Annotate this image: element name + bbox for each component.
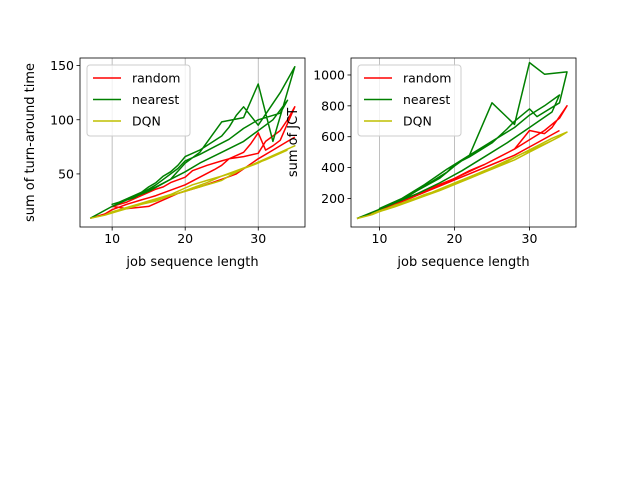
y-tick-label: 800 xyxy=(321,98,345,113)
y-tick-label: 150 xyxy=(50,58,74,73)
series-line-DQN xyxy=(356,131,568,220)
chart-panel-1: 10 20 30 50 100 150 job sequence length sum of … xyxy=(23,57,306,270)
y-axis-label: sum of JCT xyxy=(286,108,301,177)
x-axis-label: job sequence length xyxy=(396,255,529,270)
x-tick-label: 10 xyxy=(372,231,388,246)
x-tick-label: 10 xyxy=(104,231,120,246)
series-line-nearest xyxy=(356,61,568,220)
y-tick-label: 100 xyxy=(50,112,74,127)
y-tick-label: 200 xyxy=(321,191,345,206)
series-line-random xyxy=(89,106,296,220)
y-tick-label: 1000 xyxy=(313,67,345,82)
legend-frame xyxy=(86,64,191,137)
x-tick-label: 30 xyxy=(522,231,538,246)
y-axis-label: sum of turn-around time xyxy=(23,63,38,222)
legend-label-DQN: DQN xyxy=(403,114,432,129)
x-tick-label: 30 xyxy=(250,231,266,246)
x-tick-label: 20 xyxy=(447,231,463,246)
axes-frame xyxy=(79,57,306,228)
y-tick-label: 600 xyxy=(321,129,345,144)
legend-label-nearest: nearest xyxy=(132,92,179,107)
series-line-nearest xyxy=(89,65,296,219)
y-tick-label: 50 xyxy=(58,166,74,181)
legend-label-nearest: nearest xyxy=(403,92,450,107)
chart-panel-2: 10 20 30 200 400 600 800 1000 job sequence lengt… xyxy=(286,57,577,270)
x-axis-label: job sequence length xyxy=(125,255,258,270)
legend-label-DQN: DQN xyxy=(132,114,161,129)
y-tick-label: 400 xyxy=(321,160,345,175)
legend-label-random: random xyxy=(132,71,180,86)
axes-frame xyxy=(350,57,577,228)
legend-frame xyxy=(357,64,462,137)
legend: random nearest DQN xyxy=(86,64,191,137)
series-line-DQN xyxy=(90,145,296,220)
x-tick-label: 20 xyxy=(177,231,193,246)
legend-label-random: random xyxy=(403,71,451,86)
series-line-random xyxy=(356,105,568,220)
legend: random nearest DQN xyxy=(357,64,462,137)
